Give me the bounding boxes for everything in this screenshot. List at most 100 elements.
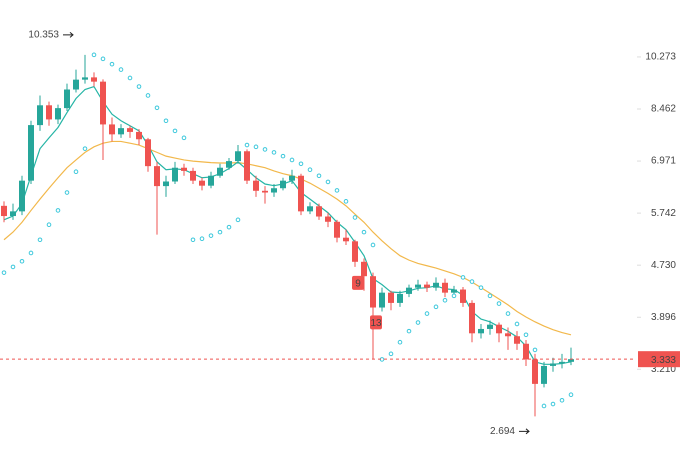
candle-body <box>307 206 313 212</box>
y-tick-label: 3.210 <box>651 364 676 375</box>
candle-body <box>262 190 268 193</box>
sar-dot <box>118 67 124 72</box>
candle-body <box>451 289 457 293</box>
sar-dot <box>325 179 331 185</box>
indicator-line <box>3 140 572 336</box>
sar-dot <box>217 229 223 235</box>
candle-body <box>280 180 286 189</box>
candle-body <box>433 282 439 288</box>
low-label: 2.694 <box>490 426 515 437</box>
sar-dot <box>532 347 538 353</box>
candle-body <box>28 125 34 181</box>
candle-body <box>82 77 88 80</box>
sar-dot <box>271 150 277 155</box>
sar-dot <box>37 237 43 243</box>
sar-dot <box>262 147 268 152</box>
candle-body <box>181 167 187 171</box>
candle-body <box>253 180 259 191</box>
sar-dot <box>82 146 88 151</box>
candle-body <box>190 170 196 181</box>
candle-body <box>523 343 529 360</box>
sar-dot <box>559 397 565 403</box>
sar-dot <box>136 84 142 89</box>
sar-dot <box>415 320 421 325</box>
sar-dot <box>145 93 151 98</box>
candle-body <box>424 284 430 288</box>
candle-body <box>559 361 565 364</box>
sar-dot <box>253 144 259 150</box>
sar-dot <box>550 401 556 407</box>
sar-dot <box>28 250 34 256</box>
sar-dot <box>505 311 511 316</box>
candle-body <box>46 105 52 120</box>
candle-body <box>478 328 484 334</box>
candle-body <box>145 139 151 167</box>
candle-body <box>226 161 232 168</box>
candle-body <box>172 167 178 182</box>
y-tick-label: 5.742 <box>651 208 676 219</box>
marker-label: 13 <box>370 318 382 329</box>
sar-dot <box>1 270 7 275</box>
marker-badge <box>352 275 364 290</box>
candle-body <box>487 324 493 329</box>
sar-dot <box>568 392 574 397</box>
sar-dot <box>523 332 529 338</box>
candle-body <box>550 363 556 366</box>
sar-dot <box>127 75 133 81</box>
sar-dot <box>469 279 475 284</box>
candle-body <box>361 261 367 277</box>
sar-dot <box>289 157 295 163</box>
sar-dot <box>298 161 304 167</box>
candle-body <box>316 206 322 217</box>
sar-dot <box>154 105 160 111</box>
sar-dot <box>208 233 214 238</box>
candle-body <box>415 284 421 288</box>
low-arrow <box>519 428 530 435</box>
sar-dot <box>361 229 367 235</box>
sar-dot <box>163 118 169 124</box>
sar-dot <box>478 285 484 290</box>
last-price-box <box>638 351 680 368</box>
candle-body <box>118 128 124 135</box>
sar-dot <box>541 403 547 409</box>
y-tick-label: 4.730 <box>651 260 676 271</box>
high-arrow <box>63 31 74 38</box>
sar-dot <box>406 328 412 334</box>
candle-body <box>496 324 502 334</box>
sar-dot <box>10 264 16 270</box>
sar-dot <box>316 173 322 179</box>
sar-dot <box>19 258 25 264</box>
sar-dot <box>487 293 493 299</box>
candle-body <box>343 237 349 242</box>
sar-dot <box>397 339 403 345</box>
sar-dot <box>352 215 358 220</box>
candle-body <box>19 180 25 212</box>
candle-body <box>397 293 403 303</box>
candle-body <box>406 287 412 294</box>
sar-dot <box>442 298 448 303</box>
candle-body <box>91 77 97 82</box>
sar-dot <box>199 236 205 242</box>
sar-dot <box>55 208 61 213</box>
candle-body <box>370 276 376 308</box>
last-price-label: 3.333 <box>651 355 676 366</box>
sar-dot <box>424 311 430 316</box>
candle-body <box>298 175 304 212</box>
candle-body <box>217 167 223 176</box>
sar-dot <box>370 242 376 248</box>
candle-body <box>325 216 331 222</box>
candle-body <box>388 292 394 303</box>
candle-body <box>334 221 340 238</box>
sar-dot <box>64 190 70 195</box>
candle-body <box>514 336 520 344</box>
candle-body <box>271 188 277 193</box>
candle-body <box>208 175 214 186</box>
sar-dot <box>433 304 439 310</box>
candle-body <box>163 181 169 187</box>
candle-body <box>37 105 43 126</box>
candle-body <box>1 205 7 217</box>
sar-dot <box>280 153 286 159</box>
candle-body <box>505 333 511 337</box>
candle-body <box>109 124 115 135</box>
